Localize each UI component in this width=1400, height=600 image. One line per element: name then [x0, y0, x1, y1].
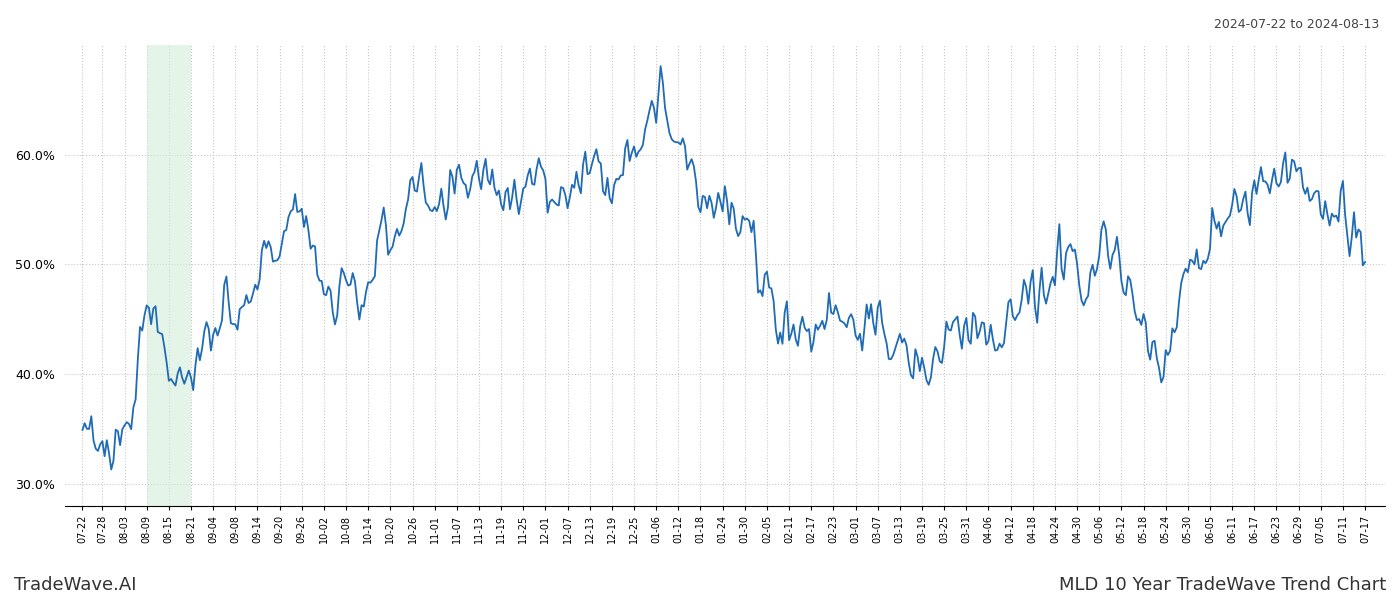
Text: TradeWave.AI: TradeWave.AI	[14, 576, 137, 594]
Bar	[147, 45, 190, 506]
Text: MLD 10 Year TradeWave Trend Chart: MLD 10 Year TradeWave Trend Chart	[1058, 576, 1386, 594]
Text: 2024-07-22 to 2024-08-13: 2024-07-22 to 2024-08-13	[1214, 18, 1379, 31]
